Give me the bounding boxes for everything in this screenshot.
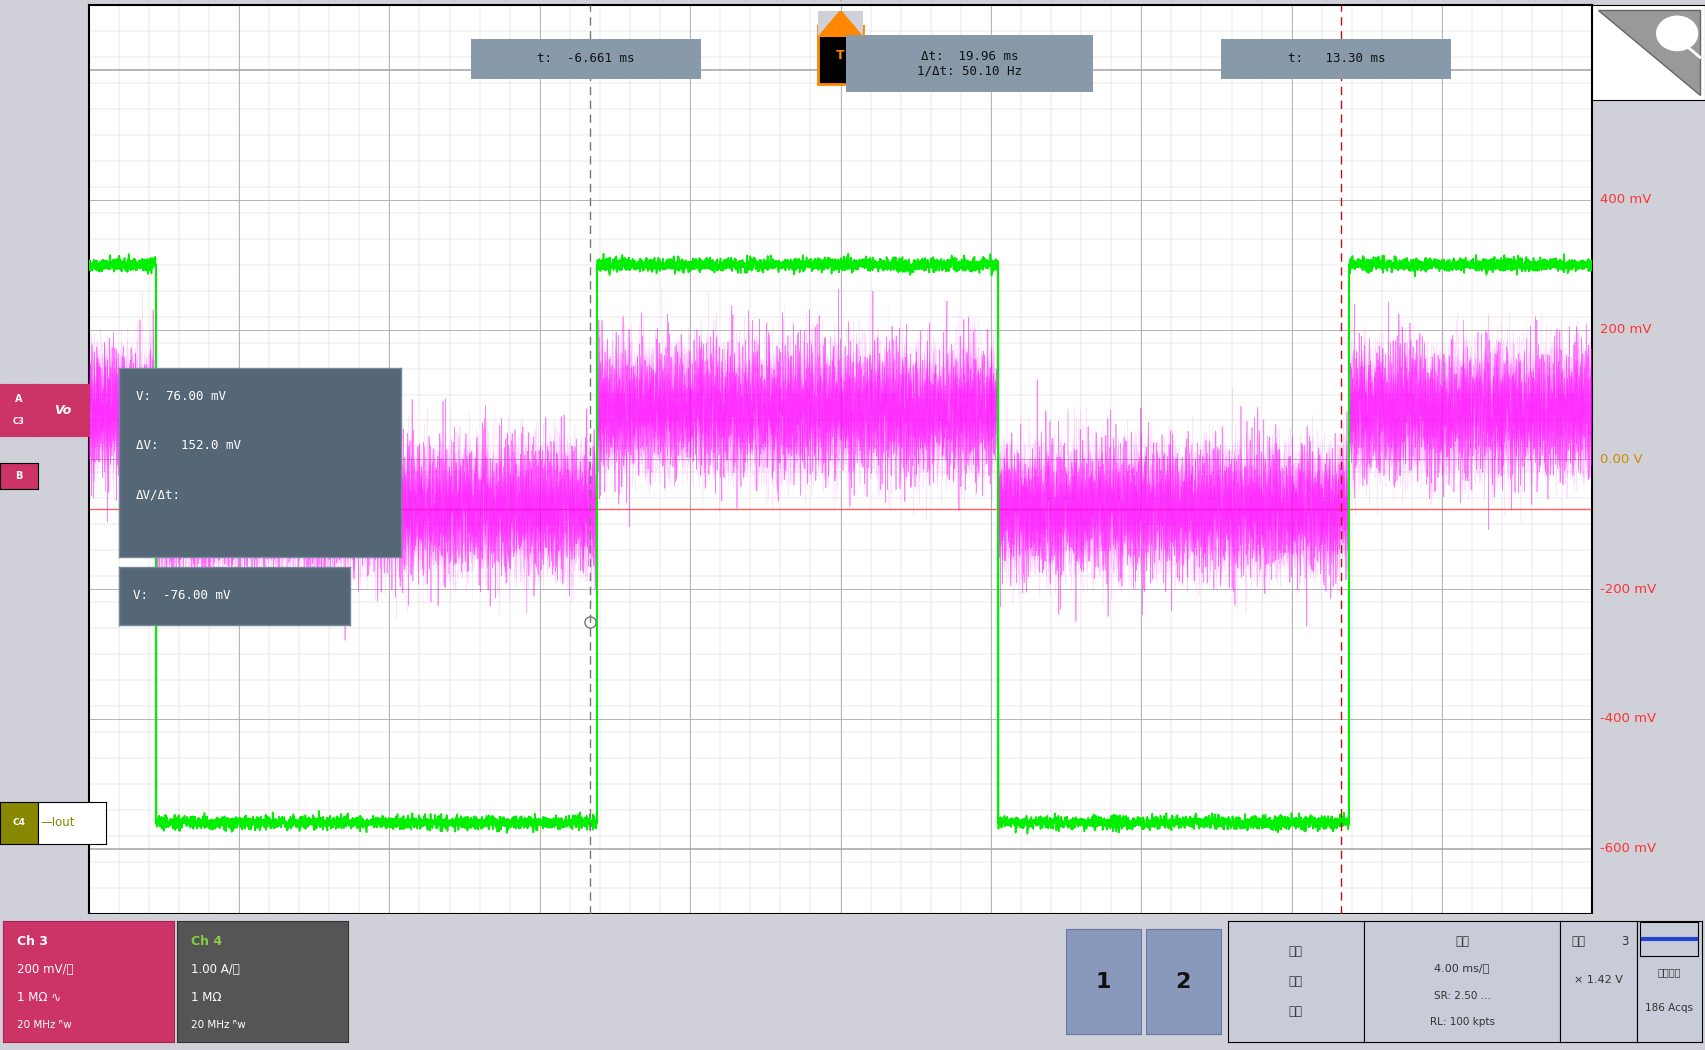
Text: 2: 2 (1175, 971, 1192, 992)
Text: 3: 3 (1621, 936, 1628, 948)
Text: 0.00 V: 0.00 V (1599, 453, 1642, 466)
Text: C3: C3 (14, 417, 24, 426)
Text: 数学: 数学 (1289, 945, 1303, 958)
Text: V:  76.00 mV: V: 76.00 mV (136, 391, 227, 403)
Text: 触发: 触发 (1572, 936, 1586, 948)
Text: Vo: Vo (55, 403, 72, 417)
Text: V:  -76.00 mV: V: -76.00 mV (133, 589, 230, 603)
Polygon shape (818, 10, 863, 37)
Circle shape (1657, 16, 1698, 50)
Text: RL: 100 kpts: RL: 100 kpts (1429, 1017, 1495, 1028)
Text: 1 MΩ: 1 MΩ (191, 991, 222, 1004)
Text: t:   13.30 ms: t: 13.30 ms (1287, 52, 1384, 65)
Text: 20 MHz ᴿw: 20 MHz ᴿw (191, 1020, 246, 1030)
Text: C4: C4 (12, 818, 26, 827)
Text: T: T (835, 48, 846, 62)
Text: 4.00 ms/格: 4.00 ms/格 (1434, 963, 1490, 973)
Text: -600 mV: -600 mV (1599, 842, 1656, 855)
Text: 采集: 采集 (1662, 936, 1676, 945)
Text: 参考: 参考 (1289, 975, 1303, 988)
Text: 1.00 A/格: 1.00 A/格 (191, 963, 240, 976)
Text: -400 mV: -400 mV (1599, 712, 1656, 726)
Text: 水平: 水平 (1454, 936, 1470, 948)
Text: 186 Acqs: 186 Acqs (1645, 1003, 1693, 1013)
Text: Ch 3: Ch 3 (17, 936, 48, 948)
Text: 总线: 总线 (1289, 1006, 1303, 1018)
Text: Δt:  19.96 ms
1/Δt: 50.10 Hz: Δt: 19.96 ms 1/Δt: 50.10 Hz (917, 49, 1021, 78)
Text: ΔV:   152.0 mV: ΔV: 152.0 mV (136, 439, 240, 453)
Text: Ch 4: Ch 4 (191, 936, 222, 948)
Polygon shape (1598, 9, 1700, 96)
Text: B: B (15, 470, 22, 481)
Text: 1: 1 (1095, 971, 1112, 992)
Text: —Iout: —Iout (41, 816, 75, 830)
Text: 200 mV/格: 200 mV/格 (17, 963, 73, 976)
Text: A: A (15, 394, 22, 403)
Text: ΔV/Δt:: ΔV/Δt: (136, 488, 181, 502)
Text: -200 mV: -200 mV (1599, 583, 1656, 595)
Text: 20 MHz ᴿw: 20 MHz ᴿw (17, 1020, 72, 1030)
Text: × 1.42 V: × 1.42 V (1574, 975, 1623, 985)
Text: 200 mV: 200 mV (1599, 323, 1652, 336)
Text: 600 mV: 600 mV (1599, 64, 1652, 77)
Text: 1 MΩ ∿: 1 MΩ ∿ (17, 991, 61, 1004)
Text: 高分辨率: 高分辨率 (1657, 967, 1681, 977)
Text: SR: 2.50 ...: SR: 2.50 ... (1434, 991, 1490, 1001)
Text: t:  -6.661 ms: t: -6.661 ms (537, 52, 634, 65)
Text: 400 mV: 400 mV (1599, 193, 1652, 207)
